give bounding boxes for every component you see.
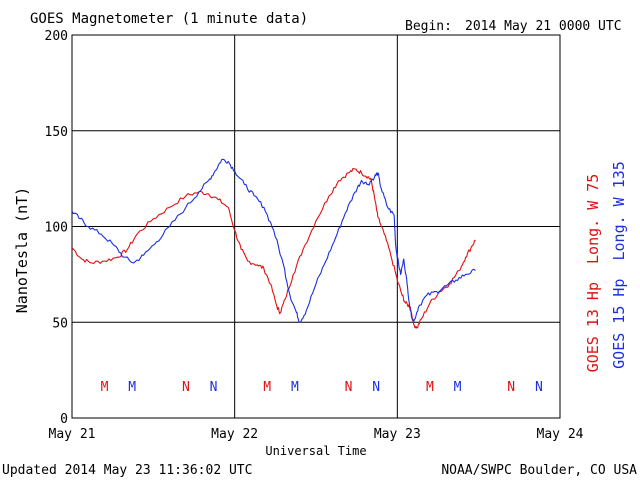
y-tick-label: 100	[45, 221, 68, 236]
y-tick-label: 150	[45, 125, 68, 140]
begin-value: 2014 May 21 0000 UTC	[465, 19, 622, 34]
marker-n: N	[345, 380, 353, 395]
credit-text: NOAA/SWPC Boulder, CO USA	[441, 463, 637, 478]
marker-n: N	[182, 380, 190, 395]
grid-layer	[72, 35, 560, 418]
legend-goes15: GOES 15 Hp Long. W 135	[610, 161, 628, 369]
marker-m: M	[101, 380, 109, 395]
x-tick-label: May 22	[211, 427, 258, 442]
marker-m: M	[454, 380, 462, 395]
legend-goes15-suffix: Long. W 135	[610, 161, 628, 260]
marker-m: M	[426, 380, 434, 395]
x-tick-label: May 24	[537, 427, 584, 442]
marker-m: M	[291, 380, 299, 395]
y-axis-label: NanoTesla (nT)	[13, 187, 31, 313]
y-tick-labels: 0 50 100 150 200	[45, 29, 68, 427]
legend-goes15-name: GOES 15 Hp	[610, 279, 628, 369]
y-tick-label: 200	[45, 29, 68, 44]
x-tick-label: May 23	[374, 427, 421, 442]
legend-goes13-name: GOES 13 Hp	[584, 282, 602, 372]
y-tick-label: 50	[52, 316, 68, 331]
marker-n: N	[507, 380, 515, 395]
legend-goes13: GOES 13 Hp Long. W 75	[584, 174, 602, 373]
series-line-goes13	[71, 167, 476, 329]
marker-m: M	[263, 380, 271, 395]
marker-n: N	[372, 380, 380, 395]
x-tick-label: May 21	[49, 427, 96, 442]
updated-timestamp: Updated 2014 May 23 11:36:02 UTC	[2, 463, 252, 478]
marker-n: N	[535, 380, 543, 395]
x-tick-labels: May 21 May 22 May 23 May 24	[49, 427, 584, 442]
begin-label: Begin:	[405, 19, 452, 34]
chart-title: GOES Magnetometer (1 minute data)	[30, 11, 308, 27]
series-line-goes15	[71, 158, 476, 323]
legend-goes13-suffix: Long. W 75	[584, 174, 602, 264]
y-tick-label: 0	[60, 412, 68, 427]
series-layer	[71, 158, 476, 329]
marker-m: M	[128, 380, 136, 395]
marker-n: N	[210, 380, 218, 395]
x-axis-label: Universal Time	[265, 444, 366, 458]
